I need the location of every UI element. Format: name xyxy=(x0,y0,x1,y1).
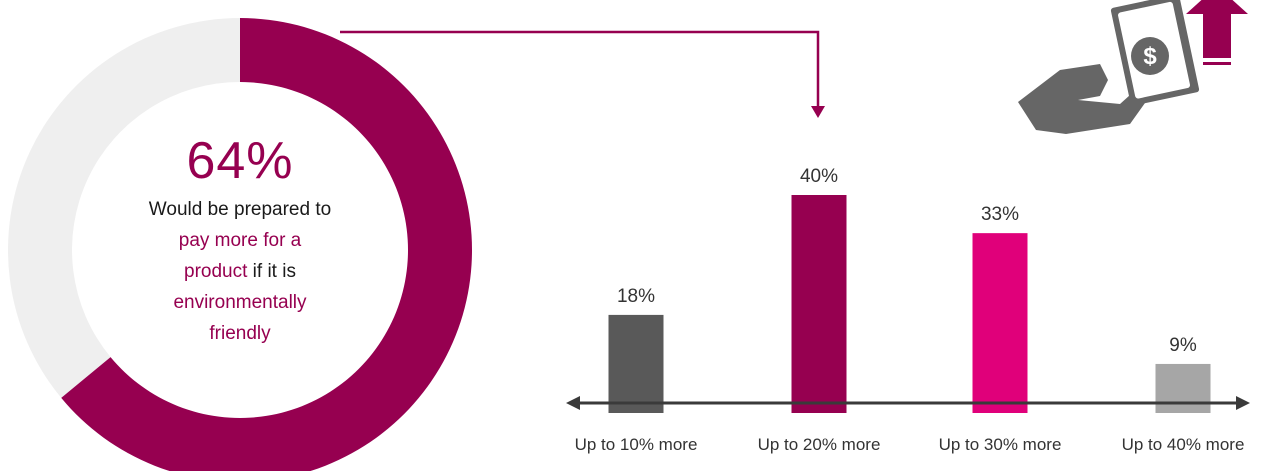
donut-caption-line: pay more for a xyxy=(80,225,400,256)
caption-highlight: pay more for a xyxy=(178,230,302,251)
donut-percentage: 64% xyxy=(186,132,294,190)
caption-text: Would be prepared to xyxy=(148,199,332,220)
x-axis-arrow-right xyxy=(1236,396,1250,410)
up-arrow-shaft xyxy=(1203,12,1231,58)
category-tick-label: Up to 40% more xyxy=(1122,435,1245,454)
donut-caption: Would be prepared to pay more for a produc… xyxy=(80,194,400,349)
donut-caption-line: friendly xyxy=(80,318,400,349)
up-arrow-stripe xyxy=(1203,62,1231,65)
category-tick-label: Up to 30% more xyxy=(939,435,1062,454)
category-tick-label: Up to 10% more xyxy=(575,435,698,454)
connector-arrow-line xyxy=(340,30,820,108)
caption-text: if it is xyxy=(247,261,296,282)
connector-arrowhead xyxy=(811,106,825,118)
bar-value-label: 18% xyxy=(617,286,655,307)
up-arrow-head xyxy=(1186,0,1248,14)
donut-slice-remainder xyxy=(7,18,241,398)
bar xyxy=(608,314,664,413)
bar-value-label: 40% xyxy=(800,166,838,187)
caption-highlight: product xyxy=(184,261,248,282)
donut-caption-line: Would be prepared to xyxy=(80,194,400,225)
caption-highlight: friendly xyxy=(209,323,271,344)
bar-value-label: 9% xyxy=(1169,335,1197,356)
hand-shape xyxy=(1018,64,1150,134)
bar xyxy=(791,195,847,413)
category-tick-label: Up to 20% more xyxy=(758,435,881,454)
x-axis-arrow-left xyxy=(566,396,580,410)
donut-caption-line: product if it is xyxy=(80,256,400,287)
caption-highlight: environmentally xyxy=(173,292,307,313)
bar-value-label: 33% xyxy=(981,204,1019,225)
donut-chart xyxy=(7,18,472,471)
bar xyxy=(972,233,1028,413)
donut-center-text: 64% Would be prepared to pay more for a pr… xyxy=(80,128,400,349)
donut-caption-line: environmentally xyxy=(80,287,400,318)
dollar-coin-icon xyxy=(1131,37,1169,75)
dollar-sign: $ xyxy=(1143,43,1157,70)
donut-slice-highlight xyxy=(61,18,472,471)
bar-chart: 18% Up to 10% more 40% Up to 20% more 33% Up … xyxy=(566,166,1250,454)
hand-holding-money-arrow-up-icon: $ xyxy=(1018,0,1248,134)
bar xyxy=(1155,363,1211,413)
